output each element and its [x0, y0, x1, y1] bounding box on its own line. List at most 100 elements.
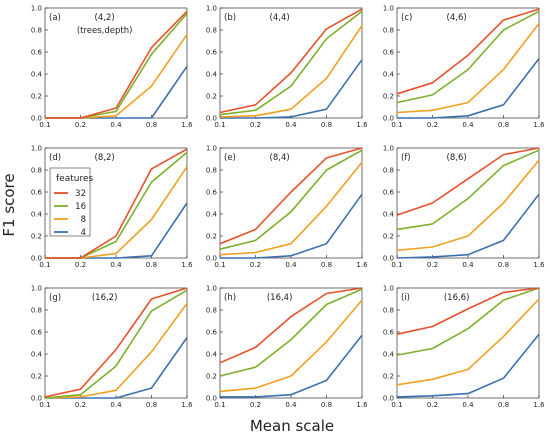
y-tick-label: 0.0 — [31, 115, 42, 123]
panel-title: (8,4) — [270, 153, 290, 163]
y-tick-label: 0.2 — [206, 233, 217, 241]
panel-title: (8,6) — [447, 153, 467, 163]
legend-title: features — [56, 174, 93, 184]
plot-frame — [219, 7, 363, 119]
y-tick-label: 0.8 — [31, 167, 42, 175]
y-tick-label: 1.0 — [31, 5, 42, 13]
y-tick-label: 0.6 — [31, 189, 43, 197]
panel-letter: (i) — [401, 293, 410, 303]
series-line-8 — [45, 33, 188, 119]
legend-box — [49, 167, 91, 237]
x-tick-label: 0.2 — [250, 261, 261, 269]
y-tick-label: 0.4 — [31, 351, 43, 359]
series-line-32 — [396, 147, 540, 216]
y-tick-label: 0.4 — [383, 71, 395, 79]
y-tick-label: 0.6 — [206, 329, 218, 337]
x-tick-label: 0.4 — [462, 401, 474, 409]
x-tick-label: 0.2 — [250, 121, 261, 129]
x-tick-label: 0.4 — [285, 261, 297, 269]
series-line-16 — [219, 149, 363, 250]
series-line-8 — [44, 302, 188, 399]
y-tick-label: 0.6 — [31, 49, 43, 57]
series-line-32 — [45, 10, 188, 119]
y-tick-label: 0.2 — [383, 233, 394, 241]
x-tick-label: 0.1 — [391, 401, 402, 409]
y-tick-label: 0.4 — [31, 211, 43, 219]
panel-7: 0.0 0.2 0.4 0.6 0.8 1.0 0.1 0.2 0.4 0.8 1.6 (h) (16,… — [206, 285, 368, 410]
series-line-32 — [396, 287, 540, 335]
y-tick-label: 0.2 — [206, 93, 217, 101]
series-line-4 — [45, 337, 188, 399]
y-tick-label: 0.6 — [383, 49, 395, 57]
y-tick-label: 0.8 — [206, 167, 217, 175]
panel-6: 0.0 0.2 0.4 0.6 0.8 1.0 0.1 0.2 0.4 0.8 1.6 (g) (16,… — [31, 285, 193, 410]
series-line-8 — [396, 22, 540, 114]
y-tick-label: 0.4 — [383, 211, 395, 219]
panel-letter: (b) — [224, 13, 236, 23]
y-tick-label: 0.0 — [206, 115, 217, 123]
x-tick-label: 0.8 — [321, 261, 332, 269]
y-tick-label: 0.0 — [31, 395, 42, 403]
x-tick-label: 0.1 — [214, 401, 225, 409]
panel-letter: (c) — [401, 13, 412, 23]
series-line-16 — [44, 289, 188, 399]
y-tick-label: 0.6 — [383, 329, 395, 337]
y-tick-label: 0.0 — [206, 395, 217, 403]
y-tick-label: 0.6 — [206, 189, 218, 197]
x-tick-label: 1.6 — [181, 261, 193, 269]
y-tick-label: 1.0 — [31, 145, 42, 153]
y-tick-label: 1.0 — [383, 285, 394, 293]
panel-3: 0.0 0.2 0.4 0.6 0.8 1.0 0.1 0.2 0.4 0.8 1.6 (d) (8,2… — [31, 145, 193, 270]
x-tick-label: 0.2 — [75, 121, 86, 129]
x-tick-label: 0.1 — [391, 261, 402, 269]
x-tick-label: 0.2 — [75, 261, 86, 269]
series-line-4 — [220, 59, 363, 119]
plot-frame — [219, 287, 363, 399]
panel-letter: (g) — [49, 293, 61, 303]
x-tick-label: 1.6 — [181, 401, 193, 409]
x-tick-label: 0.8 — [321, 121, 332, 129]
y-tick-label: 0.2 — [383, 373, 394, 381]
series-line-16 — [219, 10, 363, 116]
panel-letter: (a) — [49, 13, 61, 23]
series-line-8 — [219, 161, 363, 256]
x-tick-label: 1.6 — [533, 401, 545, 409]
y-tick-label: 0.8 — [206, 307, 217, 315]
y-tick-label: 0.0 — [206, 255, 217, 263]
y-tick-label: 0.2 — [31, 373, 42, 381]
panel-title: (4,4) — [270, 13, 290, 23]
x-tick-label: 0.4 — [110, 261, 122, 269]
y-tick-label: 0.6 — [206, 49, 218, 57]
x-tick-label: 0.4 — [285, 401, 297, 409]
y-tick-label: 0.2 — [206, 373, 217, 381]
series-line-32 — [44, 287, 188, 398]
y-tick-label: 0.0 — [383, 395, 394, 403]
y-tick-label: 0.8 — [383, 27, 394, 35]
x-tick-label: 0.1 — [214, 121, 225, 129]
plot-frame — [44, 7, 188, 119]
plot-frame — [219, 147, 363, 259]
series-line-8 — [219, 299, 363, 393]
panel-letter: (h) — [224, 293, 236, 303]
panel-4: 0.0 0.2 0.4 0.6 0.8 1.0 0.1 0.2 0.4 0.8 1.6 (e) (8,4… — [206, 145, 368, 270]
x-tick-label: 0.2 — [75, 401, 86, 409]
panel-title: (16,2) — [92, 293, 118, 303]
x-tick-label: 1.6 — [181, 121, 193, 129]
y-tick-label: 1.0 — [31, 285, 42, 293]
y-tick-label: 0.8 — [383, 167, 394, 175]
x-tick-label: 0.4 — [110, 401, 122, 409]
x-tick-label: 0.2 — [427, 401, 438, 409]
y-tick-label: 0.4 — [31, 71, 43, 79]
panel-title: (4,6) — [447, 13, 467, 23]
y-tick-label: 0.8 — [206, 27, 217, 35]
series-line-16 — [396, 149, 540, 231]
legend-label-32: 32 — [75, 189, 86, 199]
y-tick-label: 1.0 — [206, 285, 217, 293]
series-line-4 — [396, 193, 540, 259]
y-tick-label: 1.0 — [206, 5, 217, 13]
plot-frame — [44, 287, 188, 399]
panel-letter: (d) — [49, 153, 61, 163]
x-tick-label: 0.4 — [462, 261, 474, 269]
y-tick-label: 0.4 — [206, 211, 218, 219]
